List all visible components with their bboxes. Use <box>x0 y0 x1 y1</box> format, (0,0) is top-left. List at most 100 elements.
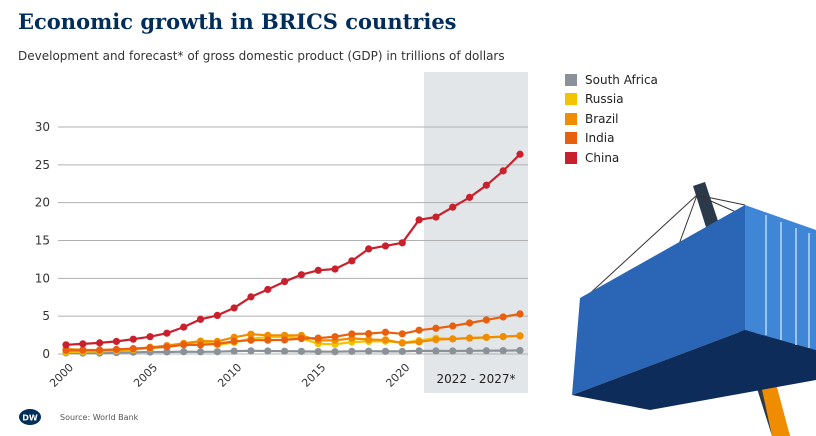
data-point-china <box>415 216 423 224</box>
data-point-south-africa <box>247 347 255 355</box>
data-point-india <box>314 334 322 342</box>
data-point-india <box>516 310 524 318</box>
legend-swatch <box>565 112 577 125</box>
data-point-china <box>79 340 87 348</box>
data-point-india <box>432 324 440 332</box>
data-point-india <box>247 336 255 344</box>
data-point-china <box>163 329 171 337</box>
x-tick-label: 2015 <box>299 361 328 390</box>
data-point-india <box>280 336 289 344</box>
legend-label: South Africa <box>585 72 658 87</box>
legend: South Africa Russia Brazil India China <box>565 70 658 168</box>
data-point-china <box>381 242 390 250</box>
y-tick-label: 20 <box>35 196 50 210</box>
data-point-south-africa <box>213 348 221 356</box>
cable <box>584 194 698 299</box>
data-point-india <box>398 330 406 338</box>
data-point-india <box>465 319 474 327</box>
data-point-india <box>129 345 137 353</box>
forecast-band <box>423 72 528 393</box>
data-point-india <box>499 313 507 321</box>
container-bottom <box>572 330 816 410</box>
container-illustration <box>572 182 816 436</box>
data-point-china <box>482 181 490 189</box>
data-point-south-africa <box>449 347 457 355</box>
legend-swatch <box>565 93 577 106</box>
legend-item-russia: Russia <box>565 90 658 110</box>
data-point-south-africa <box>516 346 524 355</box>
y-tick-label: 15 <box>35 234 50 248</box>
data-point-south-africa <box>297 347 306 355</box>
source-note: Source: World Bank <box>60 413 139 422</box>
data-point-india <box>196 341 205 349</box>
data-point-south-africa <box>180 348 188 356</box>
legend-label: Russia <box>585 92 624 107</box>
data-point-china <box>230 304 238 312</box>
data-point-china <box>516 150 524 158</box>
series-line-south-africa <box>65 349 521 355</box>
series-line-china <box>65 153 521 346</box>
legend-swatch <box>565 73 577 86</box>
data-point-china <box>146 333 154 341</box>
x-tick-label: 2000 <box>47 361 76 390</box>
data-point-china <box>331 265 339 273</box>
data-point-india <box>331 333 339 341</box>
data-point-south-africa <box>196 348 205 356</box>
data-point-china <box>247 293 255 301</box>
data-point-brazil <box>398 339 406 347</box>
data-point-india <box>112 345 121 353</box>
container-front <box>572 205 745 395</box>
data-point-south-africa <box>398 347 406 356</box>
data-point-brazil <box>516 332 524 340</box>
y-tick-label: 5 <box>42 309 50 323</box>
data-point-brazil <box>247 330 255 338</box>
data-point-china <box>129 335 137 343</box>
legend-item-south-africa: South Africa <box>565 70 658 90</box>
data-point-china <box>112 337 121 346</box>
data-point-brazil <box>482 333 490 341</box>
data-point-china <box>365 245 373 253</box>
data-point-india <box>62 346 70 355</box>
data-point-china <box>297 271 306 279</box>
logo-text: DW <box>22 414 38 423</box>
data-point-brazil <box>499 332 507 341</box>
data-point-brazil <box>365 335 373 344</box>
data-point-india <box>415 326 423 334</box>
data-point-south-africa <box>381 347 390 355</box>
data-point-south-africa <box>331 348 339 356</box>
data-point-india <box>163 343 171 351</box>
data-point-south-africa <box>163 348 171 356</box>
data-point-south-africa <box>432 347 440 355</box>
data-point-china <box>264 285 272 294</box>
y-tick-labels: 0 5 10 15 20 25 30 <box>35 120 50 361</box>
data-point-south-africa <box>230 347 238 355</box>
y-tick-label: 30 <box>35 120 50 134</box>
data-point-china <box>196 315 205 323</box>
data-point-brazil <box>381 336 390 344</box>
y-tick-label: 25 <box>35 158 50 172</box>
data-point-india <box>264 336 272 344</box>
data-point-south-africa <box>348 347 356 355</box>
data-point-india <box>297 334 306 343</box>
data-point-south-africa <box>264 347 272 355</box>
series-group <box>62 150 524 357</box>
forecast-label: 2022 - 2027* <box>436 372 515 386</box>
data-point-china <box>432 213 440 221</box>
grid-lines <box>58 126 528 355</box>
data-point-india <box>449 322 457 330</box>
data-point-china <box>398 239 406 247</box>
data-point-china <box>449 203 457 211</box>
x-tick-labels: 2000 2005 2010 2015 2020 <box>47 361 412 390</box>
data-point-china <box>465 193 474 201</box>
data-point-south-africa <box>499 346 507 355</box>
data-point-brazil <box>432 336 440 344</box>
data-point-india <box>381 328 390 336</box>
crane-arm-orange <box>760 376 790 436</box>
data-point-china <box>96 339 104 347</box>
x-tick-label: 2020 <box>383 361 412 390</box>
legend-label: India <box>585 131 615 146</box>
chart-subtitle: Development and forecast* of gross domes… <box>18 49 505 63</box>
legend-label: China <box>585 150 620 165</box>
data-point-south-africa <box>482 347 490 355</box>
dw-logo-icon: DW <box>19 409 41 425</box>
